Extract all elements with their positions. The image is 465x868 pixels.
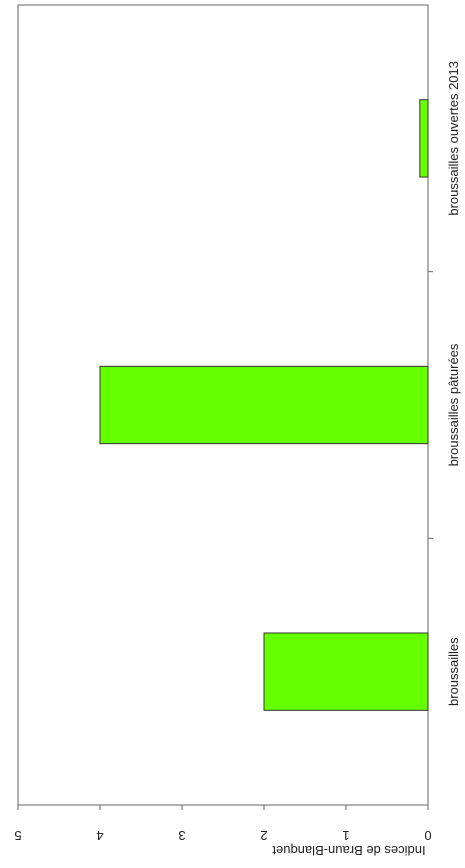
value-tick-label: 2	[260, 828, 267, 843]
value-tick-label: 4	[96, 828, 103, 843]
value-tick-label: 3	[178, 828, 185, 843]
category-label: broussailles ouvertes 2013	[446, 61, 461, 216]
category-label: broussailles	[446, 637, 461, 706]
category-axis: broussailles broussailles pâturées broussa…	[428, 61, 461, 706]
bar	[419, 99, 429, 178]
category-label: broussailles pâturées	[446, 343, 461, 466]
value-axis-title: Indices de Braun-Blanquet	[272, 843, 426, 858]
bars-group	[99, 99, 429, 711]
value-tick-label: 5	[14, 828, 21, 843]
bar	[263, 632, 429, 711]
value-axis: 0 1 2 3 4 5	[14, 805, 432, 843]
value-tick-label: 0	[424, 828, 431, 843]
value-tick-label: 1	[342, 828, 349, 843]
bar	[99, 365, 429, 445]
